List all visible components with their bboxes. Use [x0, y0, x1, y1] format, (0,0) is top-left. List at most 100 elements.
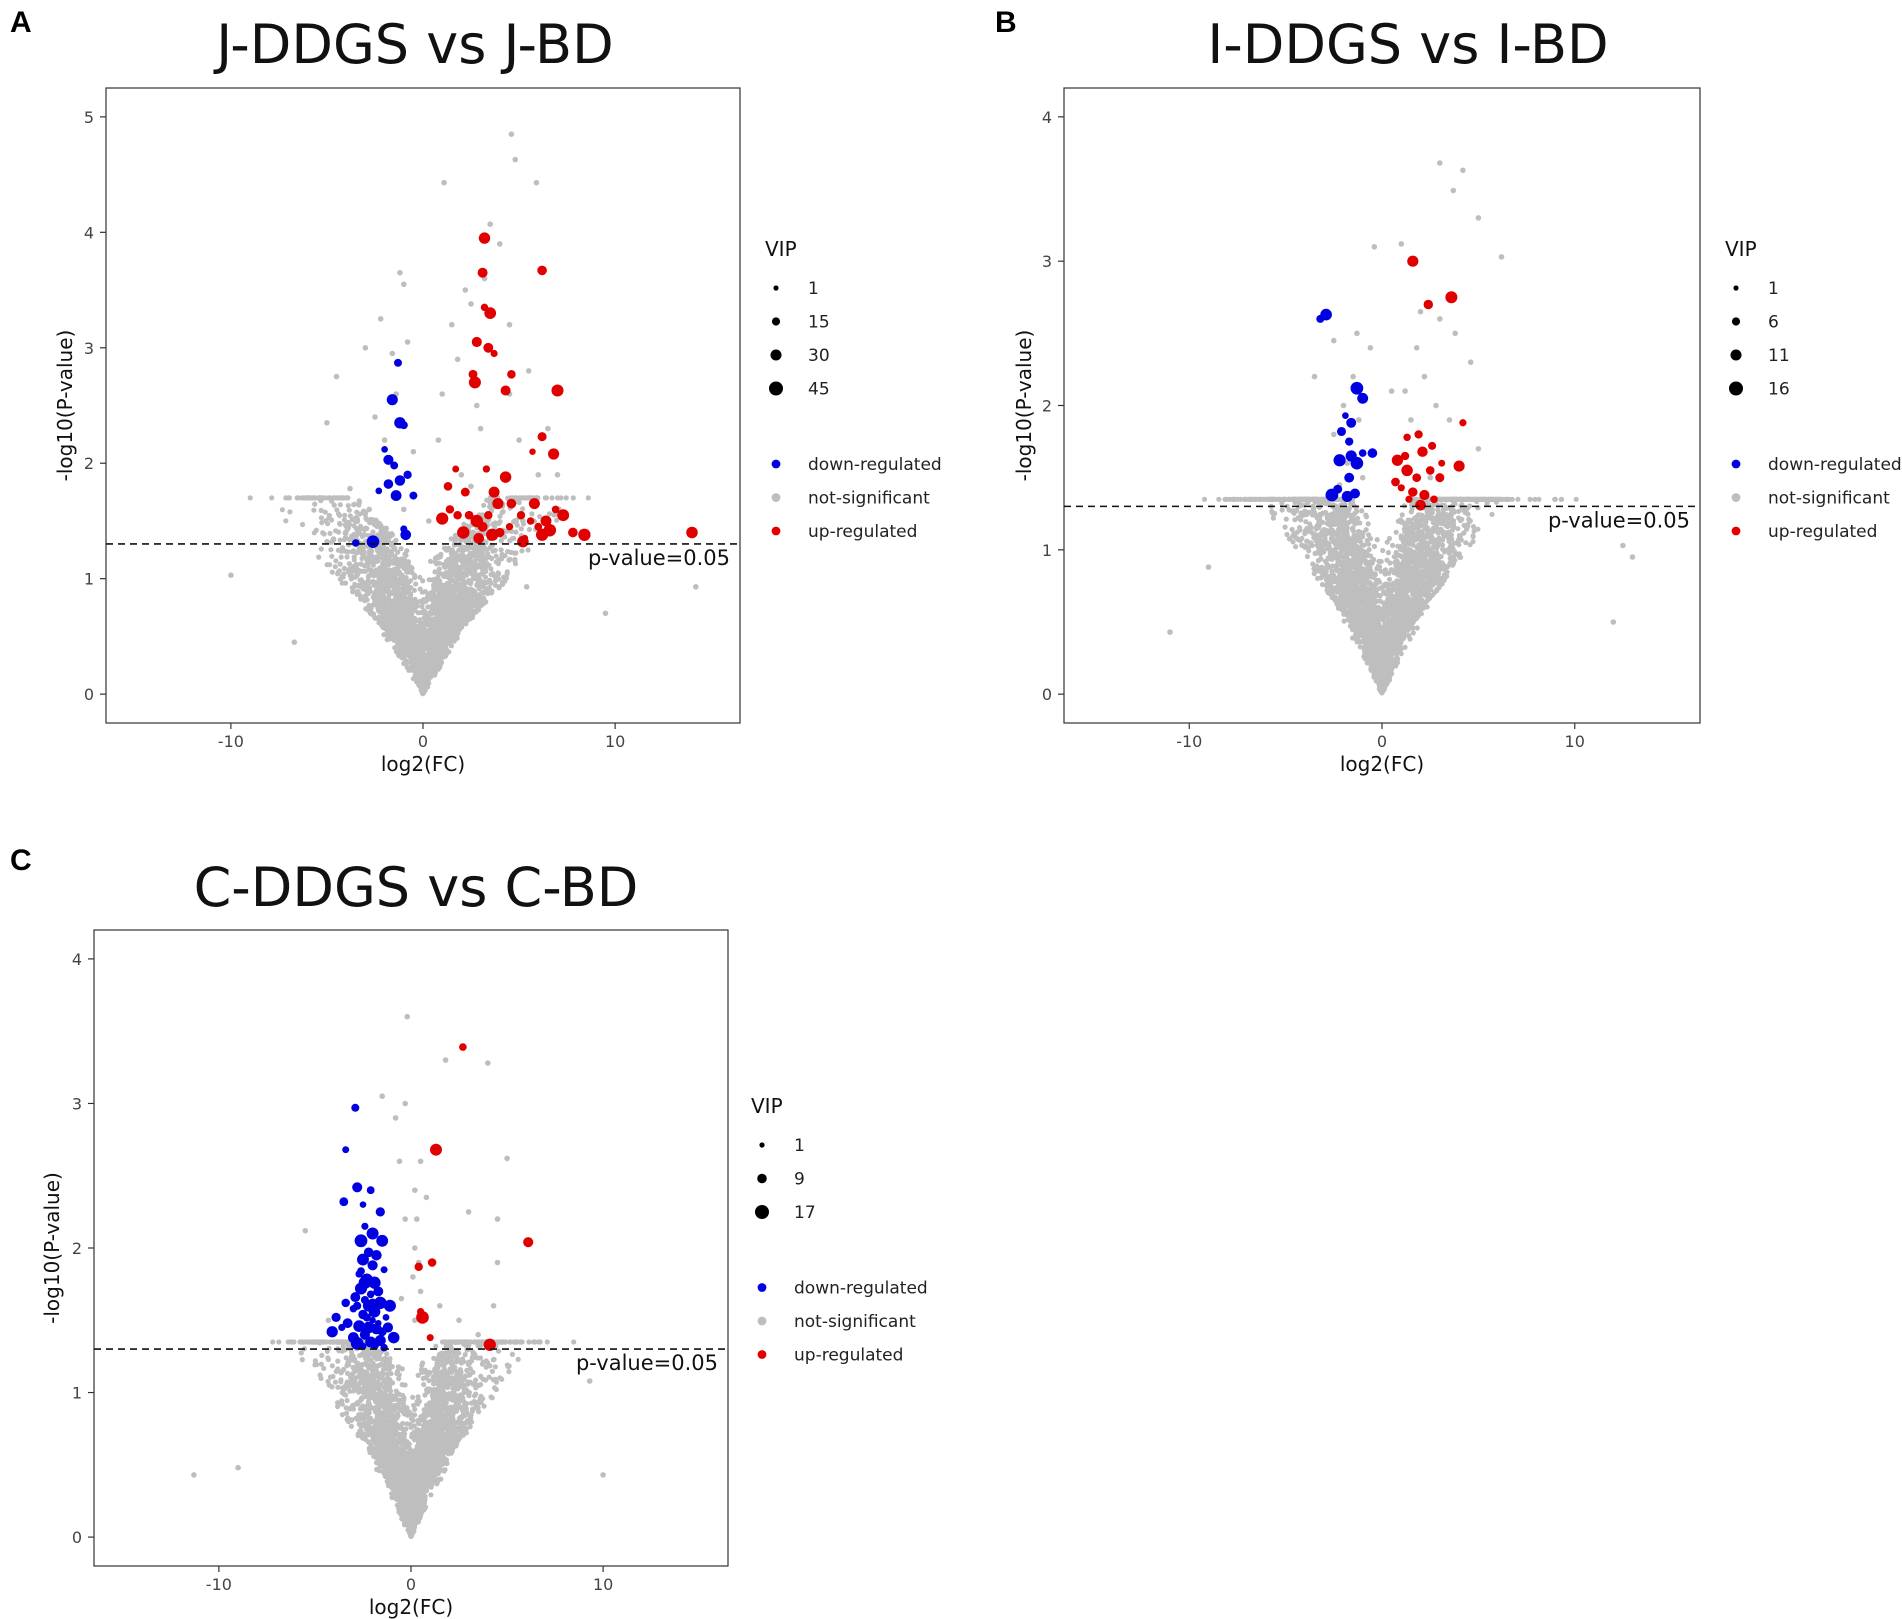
point-not-significant [463, 571, 469, 577]
point-not-significant [364, 558, 370, 564]
point-not-significant [346, 542, 352, 548]
point-not-significant [448, 643, 454, 649]
point-not-significant [377, 617, 383, 623]
point-not-significant [363, 525, 369, 531]
point-not-significant [433, 586, 439, 592]
point-not-significant [299, 495, 305, 501]
point-not-significant [570, 495, 576, 501]
point-not-significant [496, 585, 502, 591]
point-not-significant [1532, 496, 1538, 502]
legend-color-label: up-regulated [808, 522, 917, 542]
point-not-significant [420, 667, 426, 674]
panel-letter-a: A [10, 6, 32, 39]
point-not-significant [356, 502, 362, 508]
point-not-significant [391, 621, 397, 628]
point-down-regulated [366, 535, 380, 549]
point-not-significant [318, 546, 324, 552]
point-not-significant [421, 646, 427, 652]
point-not-significant [438, 646, 444, 652]
point-not-significant [554, 472, 561, 478]
point-not-significant [444, 633, 450, 640]
legend-color-swatch [771, 526, 781, 536]
point-not-significant [411, 587, 417, 593]
point-not-significant [425, 604, 431, 610]
point-not-significant [499, 509, 505, 515]
point-not-significant [432, 637, 438, 643]
point-not-significant [399, 631, 405, 637]
point-not-significant [455, 628, 461, 634]
point-not-significant [405, 559, 411, 565]
point-not-significant [429, 577, 435, 583]
point-not-significant [399, 556, 405, 562]
point-not-significant [361, 532, 367, 538]
point-not-significant [350, 587, 356, 594]
point-not-significant [353, 561, 359, 568]
point-not-significant [402, 551, 408, 557]
point-not-significant [546, 511, 553, 517]
point-not-significant [330, 495, 336, 501]
point-not-significant [370, 578, 376, 585]
point-not-significant [492, 547, 498, 554]
point-up-regulated [500, 385, 511, 396]
point-not-significant [316, 554, 322, 560]
point-not-significant [300, 521, 306, 528]
legend-size-label: 15 [808, 313, 830, 333]
point-not-significant [444, 608, 450, 614]
point-not-significant [455, 597, 461, 603]
legend-size-title: VIP [765, 237, 797, 261]
point-not-significant [398, 546, 404, 552]
point-not-significant [504, 571, 510, 577]
point-not-significant [378, 526, 384, 532]
point-not-significant [526, 526, 533, 533]
point-not-significant [363, 593, 369, 599]
point-not-significant [426, 614, 432, 620]
point-not-significant [1359, 508, 1365, 514]
point-not-significant [1284, 531, 1290, 538]
point-not-significant [342, 522, 348, 528]
point-not-significant [1304, 553, 1310, 560]
legend-size-swatch [770, 349, 782, 361]
point-not-significant [345, 549, 351, 555]
point-not-significant [1439, 502, 1445, 508]
point-up-regulated [486, 528, 499, 541]
point-down-regulated [400, 529, 412, 541]
point-not-significant [585, 495, 591, 501]
point-not-significant [341, 517, 347, 523]
point-not-significant [279, 507, 285, 513]
point-not-significant [358, 596, 364, 602]
point-not-significant [341, 565, 347, 572]
panel-letter-c: C [10, 844, 32, 877]
point-not-significant [419, 603, 425, 610]
point-not-significant [533, 179, 540, 186]
point-not-significant [381, 529, 388, 536]
point-not-significant [394, 617, 400, 623]
point-not-significant [408, 596, 414, 602]
point-not-significant [519, 548, 525, 554]
point-not-significant [480, 595, 487, 601]
point-not-significant [475, 552, 481, 558]
point-not-significant [425, 596, 431, 602]
point-not-significant [506, 557, 512, 563]
point-not-significant [348, 573, 354, 579]
point-not-significant [350, 548, 357, 554]
x-tick-label: 0 [418, 732, 428, 751]
point-not-significant [381, 573, 387, 579]
point-not-significant [448, 550, 454, 556]
point-not-significant [423, 674, 429, 680]
point-not-significant [228, 572, 234, 578]
point-up-regulated [436, 512, 449, 525]
point-not-significant [438, 582, 444, 588]
legend-size-swatch [773, 285, 779, 291]
point-not-significant [406, 641, 412, 647]
point-not-significant [474, 573, 480, 579]
point-not-significant [386, 595, 392, 601]
point-not-significant [499, 551, 505, 557]
point-not-significant [450, 577, 456, 583]
point-not-significant [421, 597, 427, 603]
point-not-significant [468, 570, 475, 576]
point-up-regulated [478, 232, 491, 244]
point-not-significant [356, 545, 363, 551]
point-not-significant [401, 597, 407, 603]
point-up-regulated [505, 523, 514, 531]
legend-color-label: not-significant [808, 489, 930, 509]
